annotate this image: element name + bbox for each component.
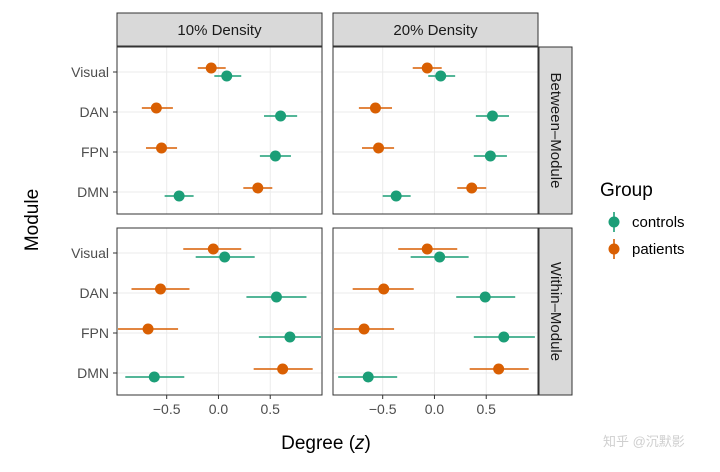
point-patients-dmn [252,182,264,194]
x-tick-label: 0.0 [209,401,229,417]
point-patients-fpn [156,142,168,154]
point-controls-dan [270,291,282,303]
x-tick-label: 0.5 [476,401,496,417]
panel-10-density-between-module [116,46,323,215]
watermark: 知乎 @沉默影 [603,434,685,449]
y-tick-label-dan: DAN [79,104,109,120]
point-controls-dmn [390,190,402,202]
point-patients-visual [421,243,433,255]
legend-label-patients: patients [632,241,685,258]
point-controls-dan [486,110,498,122]
y-tick-label-dmn: DMN [77,184,109,200]
legend-label-controls: controls [632,214,685,231]
x-tick-label: −0.5 [153,401,181,417]
y-tick-label-fpn: FPN [81,144,109,160]
x-tick-label: 0.5 [260,401,280,417]
facet-strip-col-20-density [332,12,539,47]
point-patients-dan [378,283,390,295]
facet-strip-row-within-module [538,227,573,396]
facet-strip-row-between-module [538,46,573,215]
point-patients-dmn [277,363,289,375]
facet-strip-row-label: Between–Module [547,73,564,189]
x-tick-label: 0.0 [425,401,445,417]
point-controls-fpn [498,331,510,343]
legend-key-point-patients [608,243,620,255]
point-controls-dan [275,110,287,122]
point-patients-dmn [466,182,478,194]
legend-title: Group [600,180,653,201]
point-patients-fpn [142,323,154,335]
facet-strip-col-10-density [116,12,323,47]
x-axis-title-var: z [354,433,365,454]
point-controls-fpn [484,150,496,162]
y-axis-title: Module [22,189,43,251]
panel-border [332,46,539,215]
y-tick-label-fpn: FPN [81,325,109,341]
panel-border [332,227,539,396]
y-tick-label-visual: Visual [71,64,109,80]
point-controls-dmn [362,371,374,383]
point-controls-dmn [148,371,160,383]
point-patients-visual [207,243,219,255]
point-controls-visual [219,251,231,263]
point-controls-fpn [284,331,296,343]
point-patients-dan [150,102,162,114]
point-controls-dmn [173,190,185,202]
point-controls-dan [479,291,491,303]
panel-20-density-within-module [332,227,539,396]
x-tick-label: −0.5 [369,401,397,417]
facet-strip-col-label: 10% Density [177,22,262,39]
point-patients-dan [154,283,166,295]
y-tick-label-dmn: DMN [77,365,109,381]
legend-key-point-controls [608,216,620,228]
x-axis-title: Degree (z) [281,433,371,454]
facet-strip-col-label: 20% Density [393,22,478,39]
point-patients-visual [205,62,217,74]
point-patients-fpn [358,323,370,335]
panel-20-density-between-module [332,46,539,215]
panel-border [116,46,323,215]
point-controls-visual [221,70,233,82]
point-controls-fpn [269,150,281,162]
point-patients-fpn [373,142,385,154]
x-axis-title-text: Degree [281,433,343,454]
point-controls-visual [434,251,446,263]
facet-strip-row-label: Within–Module [547,262,564,361]
point-patients-dmn [493,363,505,375]
point-patients-visual [421,62,433,74]
panel-10-density-within-module [116,227,323,396]
panel-border [116,227,323,396]
y-tick-label-visual: Visual [71,245,109,261]
point-patients-dan [369,102,381,114]
point-controls-visual [435,70,447,82]
y-tick-label-dan: DAN [79,285,109,301]
